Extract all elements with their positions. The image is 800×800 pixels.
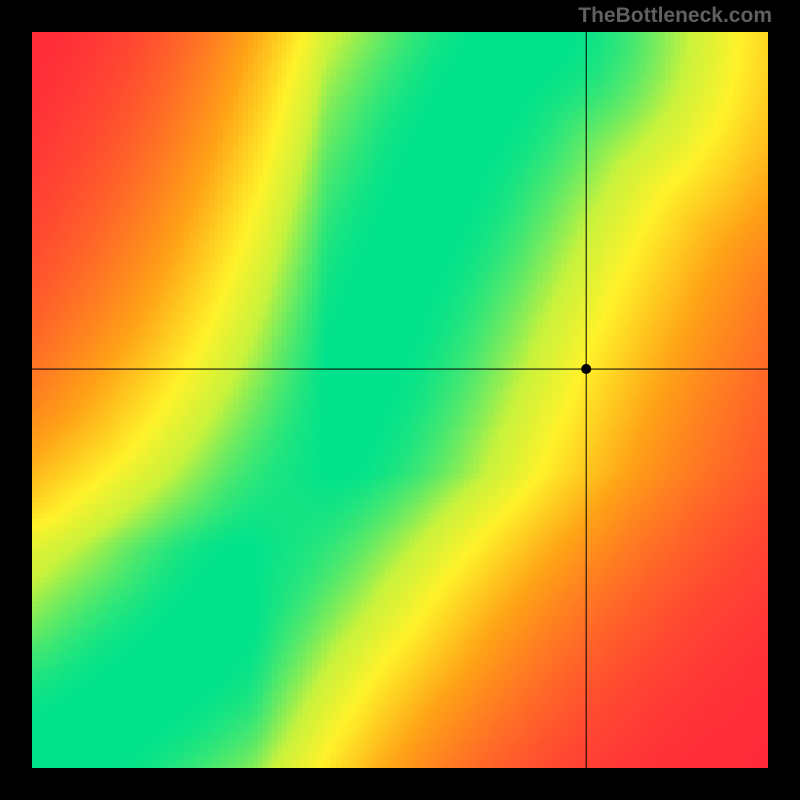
heatmap-canvas bbox=[0, 0, 800, 800]
chart-container: TheBottleneck.com bbox=[0, 0, 800, 800]
watermark-text: TheBottleneck.com bbox=[578, 4, 772, 28]
